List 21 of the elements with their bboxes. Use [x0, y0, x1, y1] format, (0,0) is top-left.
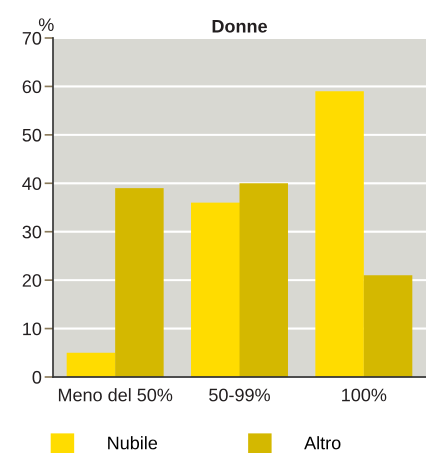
- x-tick-label: Meno del 50%: [58, 388, 172, 402]
- bar: [191, 202, 240, 377]
- bar: [364, 275, 412, 377]
- bar: [66, 352, 116, 377]
- bar: [115, 188, 164, 377]
- x-tick-label: 100%: [342, 388, 386, 402]
- x-tick-label: 50-99%: [209, 388, 270, 402]
- chart-title: Donne: [212, 20, 267, 33]
- y-tick-label: 0: [32, 370, 42, 384]
- y-tick-label: 30: [22, 226, 42, 238]
- y-axis-title: %: [38, 18, 54, 31]
- bar: [240, 183, 288, 377]
- legend-label: Altro: [304, 436, 340, 450]
- legend-label: Nubile: [108, 436, 158, 450]
- y-tick-label: 10: [23, 322, 42, 336]
- y-tick-label: 70: [22, 32, 42, 45]
- bar: [315, 91, 364, 377]
- y-tick-label: 40: [22, 177, 42, 190]
- y-tick-label: 50: [22, 128, 42, 142]
- y-tick-label: 20: [22, 274, 42, 287]
- y-tick-label: 60: [22, 80, 42, 94]
